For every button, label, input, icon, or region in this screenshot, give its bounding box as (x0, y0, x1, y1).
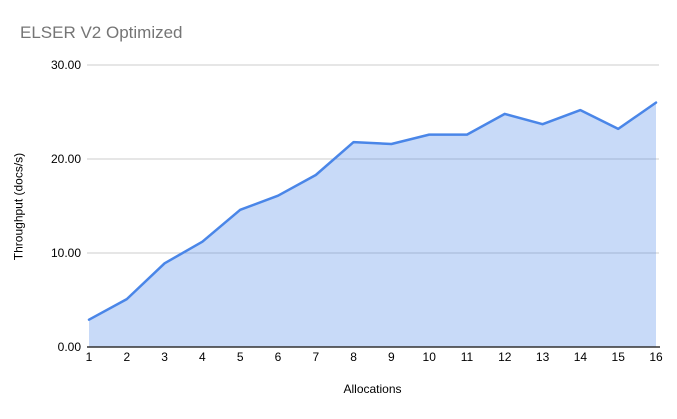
series-line (87, 101, 658, 321)
x-tick-label: 4 (199, 350, 206, 364)
x-tick-label: 13 (536, 350, 550, 364)
x-tick-label: 9 (388, 350, 395, 364)
x-tick-label: 12 (498, 350, 512, 364)
y-tick-label: 0.00 (58, 340, 82, 354)
x-tick-label: 15 (612, 350, 626, 364)
area-fill (89, 102, 656, 347)
y-axis-title: Throughput (docs/s) (11, 152, 26, 261)
x-tick-label: 16 (649, 350, 663, 364)
x-axis-title: Allocations (343, 382, 402, 396)
x-tick-label: 2 (123, 350, 130, 364)
y-tick-label: 10.00 (51, 246, 81, 260)
x-tick-label: 3 (161, 350, 168, 364)
chart-title: ELSER V2 Optimized (20, 23, 183, 42)
y-tick-label: 20.00 (51, 152, 81, 166)
x-tick-label: 8 (350, 350, 357, 364)
x-tick-label: 1 (86, 350, 93, 364)
x-tick-label: 6 (275, 350, 282, 364)
x-tick-label: 5 (237, 350, 244, 364)
x-tick-label: 7 (312, 350, 319, 364)
x-tick-label: 14 (574, 350, 588, 364)
x-tick-label: 11 (461, 350, 474, 364)
x-tick-label: 10 (423, 350, 437, 364)
y-tick-label: 30.00 (51, 58, 81, 72)
